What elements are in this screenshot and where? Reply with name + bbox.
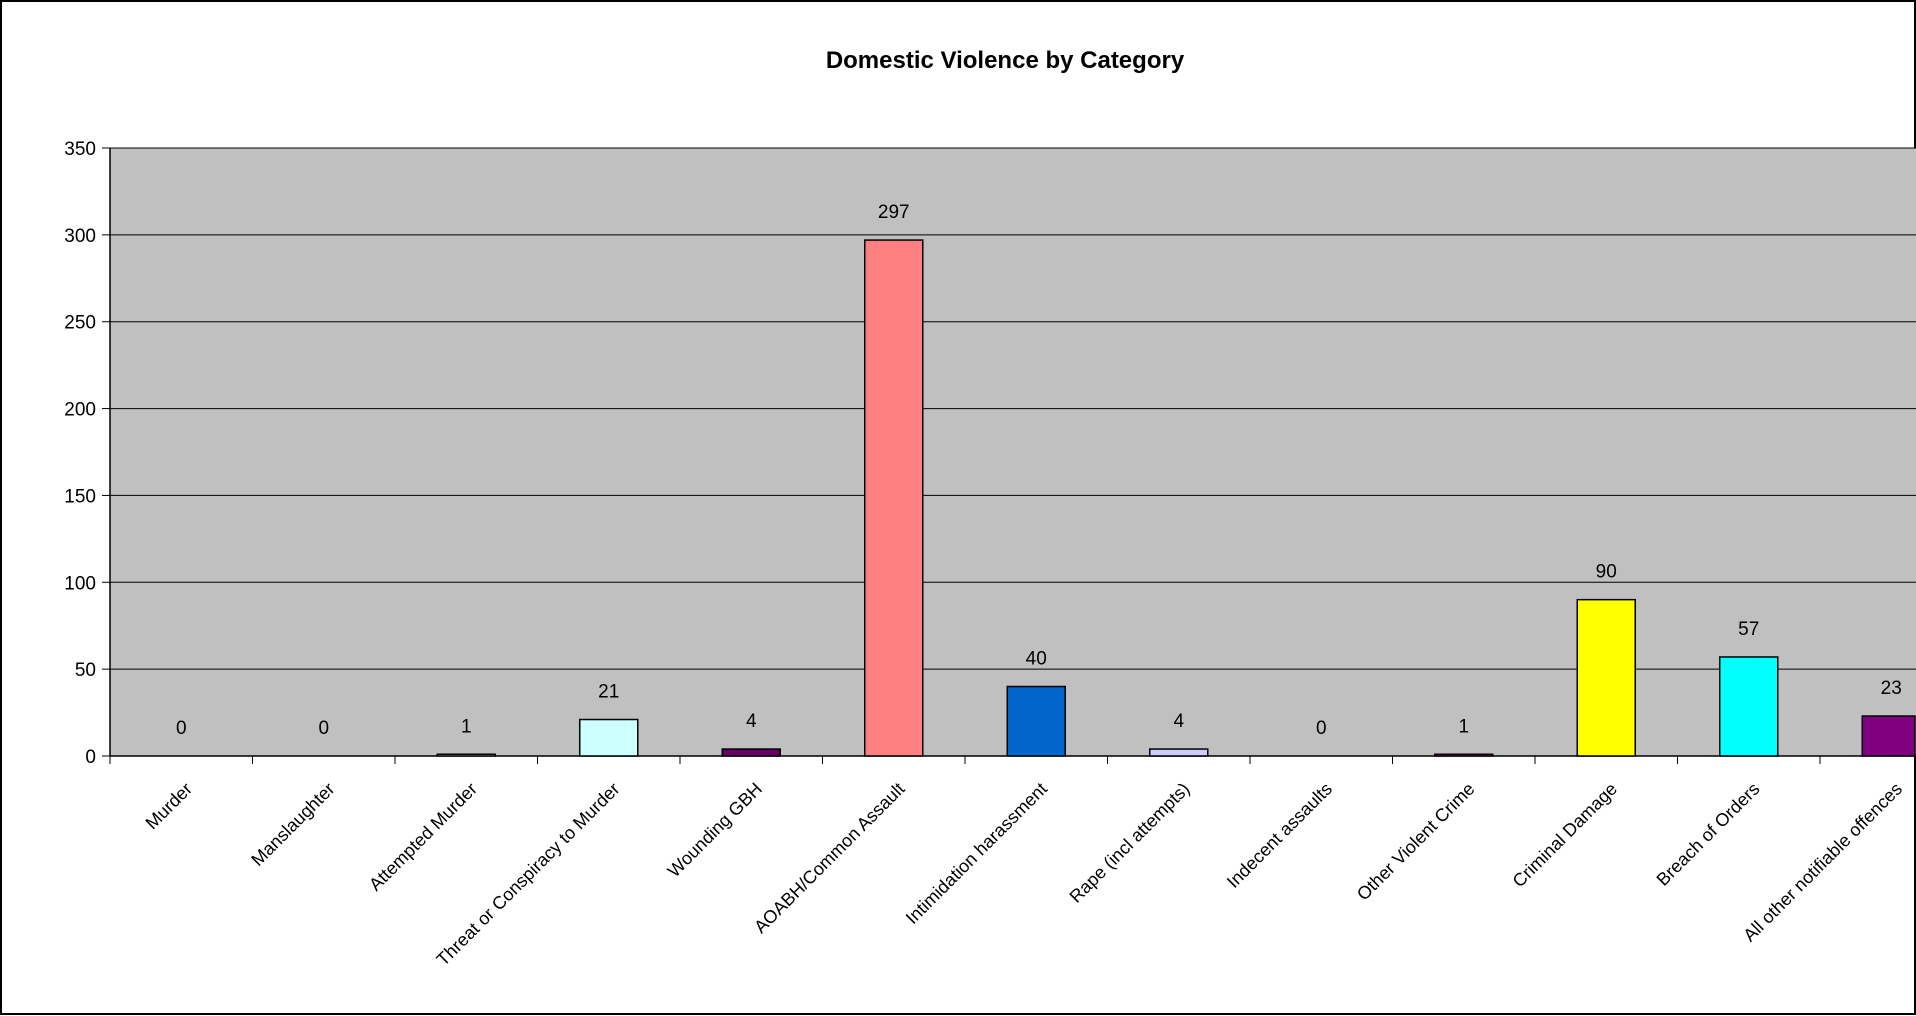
- bar-9: [1434, 753, 1494, 757]
- data-label-9: 1: [1458, 716, 1469, 737]
- data-label-1: 0: [318, 718, 329, 739]
- plot-area: 0501001502002503003500Murder0Manslaughte…: [64, 139, 1916, 970]
- data-label-0: 0: [176, 718, 187, 739]
- data-label-10: 90: [1596, 562, 1617, 583]
- y-tick-label-5: 250: [64, 313, 96, 334]
- bar-6: [1006, 685, 1066, 757]
- chart-title: Domestic Violence by Category: [826, 47, 1185, 74]
- bar-10: [1576, 598, 1636, 757]
- y-tick-label-0: 0: [85, 747, 96, 768]
- data-label-12: 23: [1881, 678, 1902, 699]
- bar-11: [1719, 656, 1779, 757]
- y-tick-label-2: 100: [64, 573, 96, 594]
- bar-5: [864, 239, 924, 757]
- data-label-2: 1: [461, 716, 472, 737]
- data-label-11: 57: [1738, 619, 1759, 640]
- data-label-7: 4: [1173, 711, 1184, 732]
- data-label-6: 40: [1026, 649, 1047, 670]
- bar-4: [721, 748, 781, 757]
- data-label-8: 0: [1316, 718, 1327, 739]
- bar-3: [579, 718, 639, 757]
- data-label-4: 4: [746, 711, 757, 732]
- bar-12: [1861, 715, 1916, 757]
- bar-2: [436, 753, 496, 757]
- data-label-3: 21: [598, 682, 619, 703]
- y-tick-label-1: 50: [75, 660, 96, 681]
- y-tick-label-6: 300: [64, 226, 96, 247]
- data-label-5: 297: [878, 202, 910, 223]
- plot-background: [110, 148, 1916, 756]
- y-tick-label-7: 350: [64, 139, 96, 160]
- y-tick-label-4: 200: [64, 400, 96, 421]
- y-tick-label-3: 150: [64, 486, 96, 507]
- bar-7: [1149, 748, 1209, 757]
